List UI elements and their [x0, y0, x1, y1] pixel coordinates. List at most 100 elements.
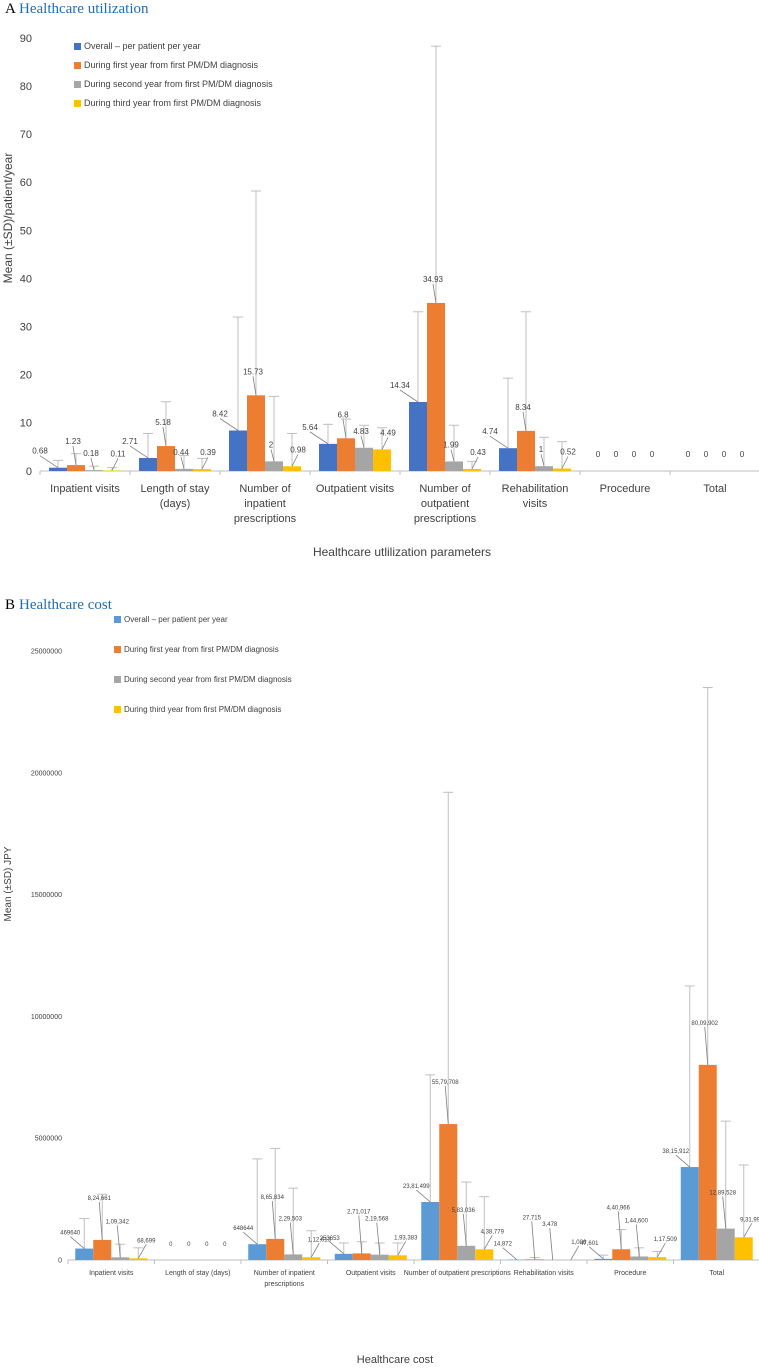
data-label-leader [69, 1236, 85, 1249]
data-label: 0 [596, 450, 601, 459]
data-label: 1,93,383 [394, 1235, 418, 1241]
data-label-leader [129, 445, 149, 459]
legend-entry: Overall – per patient per year [124, 615, 228, 624]
bar [337, 438, 355, 471]
data-label: 4.74 [482, 427, 498, 436]
category-label: Number of inpatient [254, 1270, 315, 1277]
data-label-leader [72, 446, 77, 466]
data-label-leader [252, 376, 257, 396]
data-label-leader [116, 1225, 121, 1258]
data-label: 27,715 [523, 1215, 542, 1221]
category-label: Total [709, 1270, 724, 1277]
bar [175, 468, 193, 471]
data-label: 2 [269, 440, 274, 449]
bar [594, 1258, 613, 1260]
y-tick-label: 25000000 [31, 648, 62, 655]
data-label: 68,699 [137, 1238, 156, 1244]
data-label: 2,71,017 [347, 1209, 371, 1215]
data-label: 1 [539, 445, 544, 454]
legend-entry: During second year from first PM/DM diag… [124, 675, 292, 684]
data-label-leader [722, 1196, 727, 1229]
data-label: 1,09,342 [106, 1219, 130, 1225]
bar [427, 302, 445, 471]
y-tick-label: 0 [58, 1257, 62, 1264]
legend-swatch [114, 706, 121, 713]
data-label-leader [309, 431, 329, 445]
bar [463, 468, 481, 471]
category-label: Number of [419, 483, 471, 495]
y-tick-label: 5000000 [35, 1136, 62, 1143]
bar [193, 469, 211, 471]
bar [698, 1064, 717, 1260]
data-label-leader [549, 1227, 554, 1260]
legend-swatch [74, 43, 81, 50]
data-label-leader [90, 458, 95, 471]
data-label-leader [399, 389, 419, 403]
data-label: 23,81,499 [403, 1184, 430, 1190]
y-tick-label: 90 [20, 33, 32, 45]
data-label-leader [635, 1224, 640, 1257]
data-label: 4,40,966 [607, 1205, 631, 1211]
data-label-leader [162, 427, 167, 447]
data-label: 0 [740, 450, 745, 459]
bar [266, 1238, 285, 1260]
legend-swatch [74, 62, 81, 69]
data-label-leader [588, 1246, 604, 1260]
data-label: 1,17,509 [654, 1237, 678, 1243]
bar [111, 1257, 130, 1260]
data-label-leader [522, 411, 527, 431]
data-label: 0 [614, 450, 619, 459]
bar [139, 457, 157, 471]
data-label-leader [310, 1243, 320, 1258]
data-label: 1,006 [571, 1240, 587, 1246]
data-label-leader [291, 454, 299, 467]
data-label: 0 [722, 450, 727, 459]
data-label: 1.23 [65, 437, 81, 446]
data-label: 0.43 [470, 448, 486, 457]
panel-b-xlabel: Healthcare cost [357, 1354, 433, 1366]
y-tick-label: 50 [20, 225, 32, 237]
data-label: 0 [169, 1242, 173, 1248]
bar [388, 1255, 407, 1260]
bar [129, 1258, 148, 1260]
legend-entry: During second year from first PM/DM diag… [84, 79, 273, 89]
bar [373, 449, 391, 471]
data-label: 0 [632, 450, 637, 459]
data-label-leader [704, 1026, 709, 1065]
data-label-leader [242, 1231, 258, 1245]
bar [49, 467, 67, 471]
data-label-leader [561, 456, 569, 469]
data-label: 0 [650, 450, 655, 459]
data-label-leader [270, 449, 275, 462]
data-label: 0.68 [32, 447, 48, 456]
data-label: 15.73 [243, 367, 264, 376]
category-label: Number of outpatient prescriptions [404, 1270, 511, 1277]
data-label: 0 [704, 450, 709, 459]
data-label: 1,12,613 [308, 1237, 332, 1243]
y-tick-label: 15000000 [31, 892, 62, 899]
category-label: outpatient [421, 498, 469, 510]
bar [103, 470, 121, 471]
data-label: 0.11 [111, 449, 127, 458]
bar [716, 1228, 735, 1260]
data-label: 2,19,568 [365, 1217, 389, 1223]
y-tick-label: 10000000 [31, 1014, 62, 1021]
category-label: Length of stay [140, 483, 210, 495]
data-label: 5.18 [155, 418, 171, 427]
data-label-leader [489, 435, 509, 449]
bar [229, 430, 247, 471]
panel-b-ylabel: Mean (±SD) JPY [3, 846, 14, 921]
y-tick-label: 10 [20, 418, 32, 430]
data-label-leader [180, 456, 185, 469]
category-label: Outpatient visits [346, 1270, 396, 1277]
data-label-leader [675, 1154, 691, 1168]
data-label: 4.49 [380, 428, 396, 437]
bar [630, 1256, 649, 1260]
bar [612, 1249, 631, 1260]
data-label: 0.44 [173, 448, 189, 457]
bar [157, 446, 175, 471]
bar [517, 430, 535, 471]
data-label: 12,89,528 [709, 1191, 736, 1197]
